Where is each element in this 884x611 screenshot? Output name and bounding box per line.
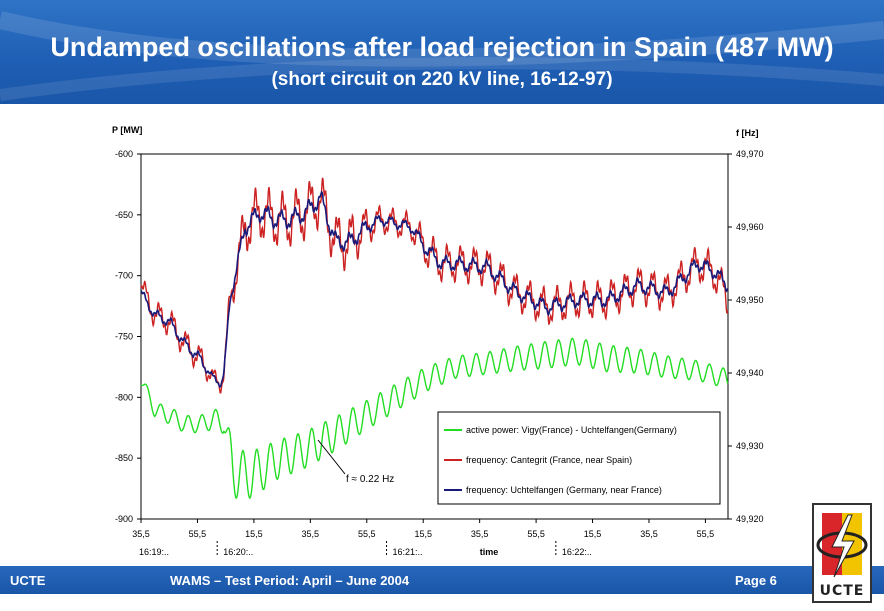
annotation-pointer (317, 439, 346, 475)
legend-entry-label: frequency: Cantegrit (France, near Spain… (466, 455, 632, 465)
series-line-2 (140, 177, 729, 394)
x-axis-label: time (480, 547, 499, 557)
y-left-tick-label: -900 (115, 514, 133, 524)
x-tick-label: 35,5 (302, 529, 320, 539)
ucte-logo-text: UCTE (819, 583, 865, 599)
footer-center-label: WAMS – Test Period: April – June 2004 (170, 573, 410, 588)
y-left-tick-label: -600 (115, 149, 133, 159)
ucte-logo: UCTE (812, 503, 872, 603)
legend-box (437, 411, 721, 505)
y-left-tick-label: -750 (115, 332, 133, 342)
legend-entry-label: active power: Vigy(France) - Uchtelfange… (466, 425, 677, 435)
annotation-frequency-label: f ≈ 0.22 Hz (346, 474, 394, 485)
legend-entry-label: frequency: Uchtelfangen (Germany, near F… (466, 485, 662, 495)
slide-footer: UCTE WAMS – Test Period: April – June 20… (0, 566, 884, 594)
x-tick-label: 35,5 (471, 529, 489, 539)
y-right-tick-label: 49,940 (736, 368, 764, 378)
footer-left-label: UCTE (10, 573, 46, 588)
x-tick-label: 35,5 (132, 529, 150, 539)
series-line-1 (140, 337, 729, 499)
slide-subtitle: (short circuit on 220 kV line, 16-12-97) (271, 69, 613, 90)
y-axis-left-label: P [MW] (112, 125, 142, 135)
x-tick-label: 55,5 (527, 529, 545, 539)
minute-label: 16:22:.. (562, 547, 592, 557)
y-left-tick-label: -650 (115, 210, 133, 220)
minute-label: 16:21:.. (393, 547, 423, 557)
y-left-tick-label: -800 (115, 392, 133, 402)
x-tick-label: 35,5 (640, 529, 658, 539)
series-line-3 (140, 190, 729, 388)
slide-title: Undamped oscillations after load rejecti… (50, 32, 834, 62)
y-left-tick-label: -850 (115, 453, 133, 463)
x-tick-label: 55,5 (189, 529, 207, 539)
ucte-logo-emblem (816, 513, 868, 578)
y-right-tick-label: 49,950 (736, 295, 764, 305)
x-tick-label: 55,5 (358, 529, 376, 539)
y-right-tick-label: 49,930 (736, 441, 764, 451)
x-tick-label: 55,5 (697, 529, 715, 539)
y-axis-right-label: f [Hz] (736, 128, 759, 138)
footer-page-number: Page 6 (735, 573, 777, 588)
y-right-tick-label: 49,920 (736, 514, 764, 524)
minute-label: 16:19:.. (139, 547, 169, 557)
x-tick-label: 15,5 (584, 529, 602, 539)
slide-header: Undamped oscillations after load rejecti… (0, 0, 884, 104)
header-swoosh-decoration (0, 11, 884, 101)
y-right-tick-label: 49,970 (736, 149, 764, 159)
y-right-tick-label: 49,960 (736, 222, 764, 232)
y-left-tick-label: -700 (115, 271, 133, 281)
x-tick-label: 15,5 (414, 529, 432, 539)
oscillation-chart: P [MW] f [Hz] -600 -650 -700 -750 -800 -850 -900… (112, 125, 764, 557)
minute-label: 16:20:.. (223, 547, 253, 557)
x-tick-label: 15,5 (245, 529, 263, 539)
